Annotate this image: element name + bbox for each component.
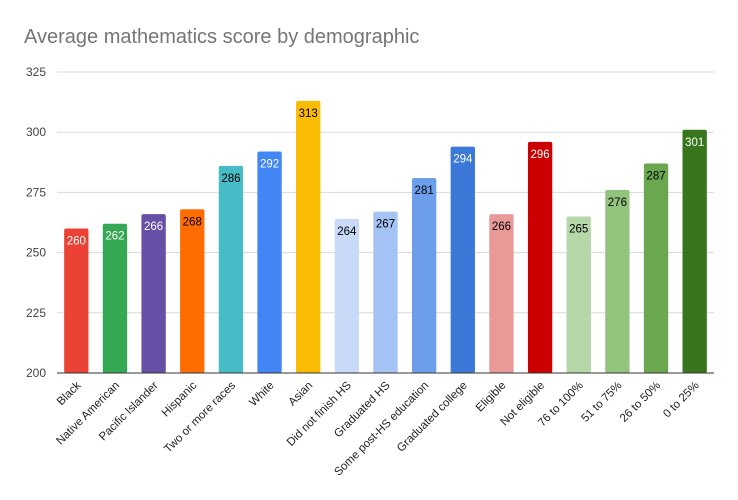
bar-eligible [489, 214, 514, 373]
bar-76-to-100- [566, 216, 591, 373]
x-tick-label: 51 to 75% [579, 380, 624, 425]
data-label: 276 [608, 197, 627, 209]
x-tick-label: Eligible [474, 380, 509, 415]
bar-black [64, 228, 89, 373]
bar-did-not-finish-hs [334, 218, 360, 373]
x-tick-label: Graduated college [395, 380, 470, 455]
data-label: 286 [221, 173, 240, 185]
x-tick-label: Asian [286, 380, 315, 409]
bar-0-to-25- [682, 129, 707, 373]
data-label: 281 [415, 185, 434, 197]
bar-graduated-hs [373, 211, 398, 373]
y-tick-label: 200 [26, 366, 46, 380]
bar-native-american [102, 223, 128, 373]
data-label: 260 [67, 236, 86, 248]
x-tick-label: 0 to 25% [661, 380, 702, 421]
data-label: 313 [299, 108, 318, 120]
y-tick-label: 275 [26, 185, 46, 199]
x-tick-label: Two or more races [162, 379, 238, 455]
bar-not-eligible [527, 141, 553, 373]
y-tick-label: 325 [26, 65, 46, 79]
data-label: 287 [646, 171, 665, 183]
data-label: 294 [453, 154, 473, 166]
bar-two-or-more-races [218, 165, 244, 373]
y-tick-label: 300 [26, 125, 46, 139]
data-label: 301 [685, 137, 704, 149]
x-tick-label: Black [55, 379, 84, 408]
data-label: 265 [569, 223, 588, 235]
bar-26-to-50- [643, 163, 669, 373]
bar-asian [296, 100, 321, 374]
data-label: 266 [492, 221, 511, 233]
bar-graduated-college [450, 146, 475, 373]
data-label: 296 [530, 149, 549, 161]
y-tick-label: 225 [26, 306, 46, 320]
bar-pacific-islander [141, 214, 166, 373]
chart-title: Average mathematics score by demographic [24, 26, 420, 48]
data-label: 264 [337, 226, 357, 238]
bar-white [257, 151, 282, 373]
data-label: 267 [376, 219, 395, 231]
x-tick-label: Hispanic [160, 379, 200, 419]
x-tick-label: White [247, 380, 276, 409]
data-label: 266 [144, 221, 163, 233]
data-label: 292 [260, 158, 279, 170]
bar-51-to-75- [605, 189, 630, 373]
data-label: 268 [183, 216, 202, 228]
data-label: 262 [105, 231, 124, 243]
bar-hispanic [180, 209, 205, 373]
y-tick-label: 250 [26, 246, 46, 260]
x-tick-label: 26 to 50% [618, 380, 663, 425]
bar-some-post-hs-education [411, 177, 437, 373]
